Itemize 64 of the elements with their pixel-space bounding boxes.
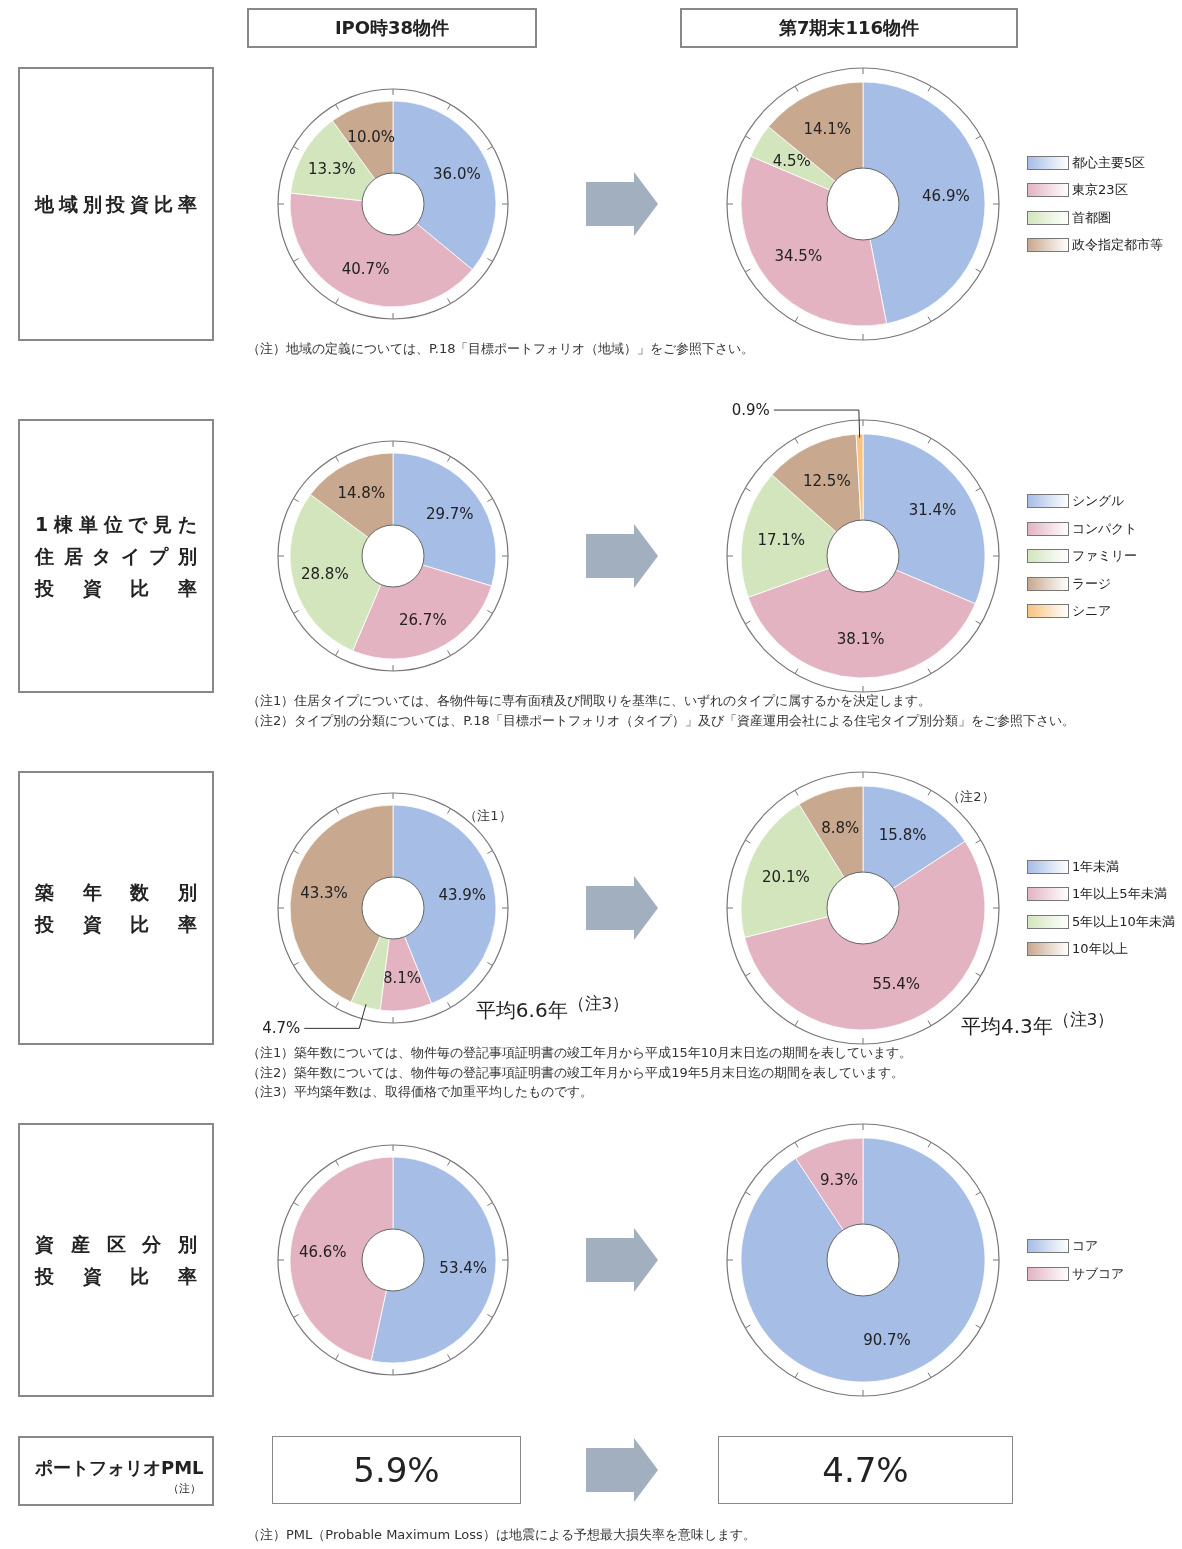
data-label: 20.1% [762, 867, 810, 886]
category-label: 第7期末116物件 [680, 8, 1018, 48]
data-label: 9.3% [819, 1171, 859, 1190]
legend-label: シニア [1072, 602, 1111, 620]
data-label: 26.7% [399, 610, 447, 629]
legend-label: シングル [1072, 492, 1124, 510]
data-label: 46.6% [298, 1243, 347, 1262]
legend-label: 東京23区 [1072, 181, 1128, 200]
data-label: 0.9% [731, 401, 770, 420]
text: （注）PML（Probable Maximum Loss）は地震による予想最大損失率を意味します。 [247, 1526, 756, 1544]
data-label: 28.8% [301, 565, 349, 584]
legend-label: 都心主要5区 [1072, 153, 1146, 172]
data-label: 4.7% [262, 1019, 301, 1038]
legend-label: ファミリー [1072, 547, 1137, 565]
text: （注）地域の定義については、P.18「目標ポートフォリオ（地域）」をご参照下さい。 [247, 340, 755, 358]
text: 地域別投資比率 [35, 192, 197, 217]
data-label: 90.7% [863, 1330, 911, 1349]
text: （注1）住居タイプについては、各物件毎に専有面積及び間取りを基準に、いずれのタイプに属するかを決定します。 [247, 692, 932, 710]
legend-label: 1年未満 [1072, 857, 1120, 876]
legend-label: 5年以上10年未満 [1072, 912, 1175, 931]
chart-subtitle: （注1） [464, 806, 512, 825]
text: ポートフォリオPML [35, 1456, 204, 1480]
data-label: 55.4% [872, 975, 921, 994]
legend-label: 政令指定都市等 [1072, 236, 1163, 255]
data-label: 8.1% [383, 969, 422, 988]
data-label: 13.3% [308, 159, 356, 178]
legend-label: 首都圏 [1072, 208, 1111, 227]
legend-label: サブコア [1072, 1264, 1124, 1283]
text: 資産区分別投資比率 [35, 1233, 197, 1287]
data-label: 53.4% [439, 1258, 488, 1277]
data-label: 43.9% [438, 885, 487, 904]
data-label: 4.5% [772, 151, 811, 170]
chart-subtitle: （注2） [947, 788, 995, 807]
data-label: 43.3% [300, 884, 348, 903]
text: （注2）タイプ別の分類については、P.18「目標ポートフォリオ（タイプ）」及び「資産運用会社による住宅タイプ別分類」をご参照下さい。 [247, 711, 1075, 730]
data-label: 17.1% [757, 531, 806, 550]
text: （注） [168, 1481, 201, 1496]
data-label: 38.1% [836, 630, 885, 649]
data-label: 46.9% [922, 186, 970, 205]
data-label: 29.7% [425, 504, 474, 523]
data-label: 14.1% [803, 119, 852, 138]
data-label: 31.4% [908, 501, 957, 520]
data-label: 34.5% [774, 247, 823, 266]
legend-label: 1年以上5年未満 [1072, 885, 1167, 904]
data-label: 12.5% [803, 471, 851, 490]
legend-label: 10年以上 [1072, 940, 1128, 959]
data-label: 5.9% [272, 1436, 521, 1504]
legend-label: コア [1072, 1237, 1098, 1256]
text: （注1）築年数については、物件毎の登記事項証明書の竣工年月から平成15年10月末日迄の期間を表しています。 [247, 1044, 913, 1062]
text: （注2）築年数については、物件毎の登記事項証明書の竣工年月から平成19年5月末日迄の期間を表しています。 [247, 1063, 905, 1082]
text: 平均4.3年$^{（注3）}$ [960, 1008, 1115, 1040]
text: 平均6.6年$^{（注3）}$ [475, 993, 630, 1024]
data-label: 14.8% [337, 483, 386, 502]
data-label: 4.7% [718, 1436, 1013, 1504]
legend-label: コンパクト [1072, 519, 1137, 538]
text: （注3）平均築年数は、取得価格で加重平均したものです。 [247, 1083, 594, 1101]
legend-label: ラージ [1072, 574, 1111, 593]
data-label: 40.7% [341, 260, 390, 279]
data-label: 36.0% [433, 164, 481, 183]
category-label: IPO時38物件 [247, 8, 537, 48]
data-label: 15.8% [878, 825, 927, 844]
text: 築年数別投資比率 [35, 881, 197, 935]
data-label: 8.8% [821, 818, 860, 837]
pie-slice [740, 1137, 986, 1383]
